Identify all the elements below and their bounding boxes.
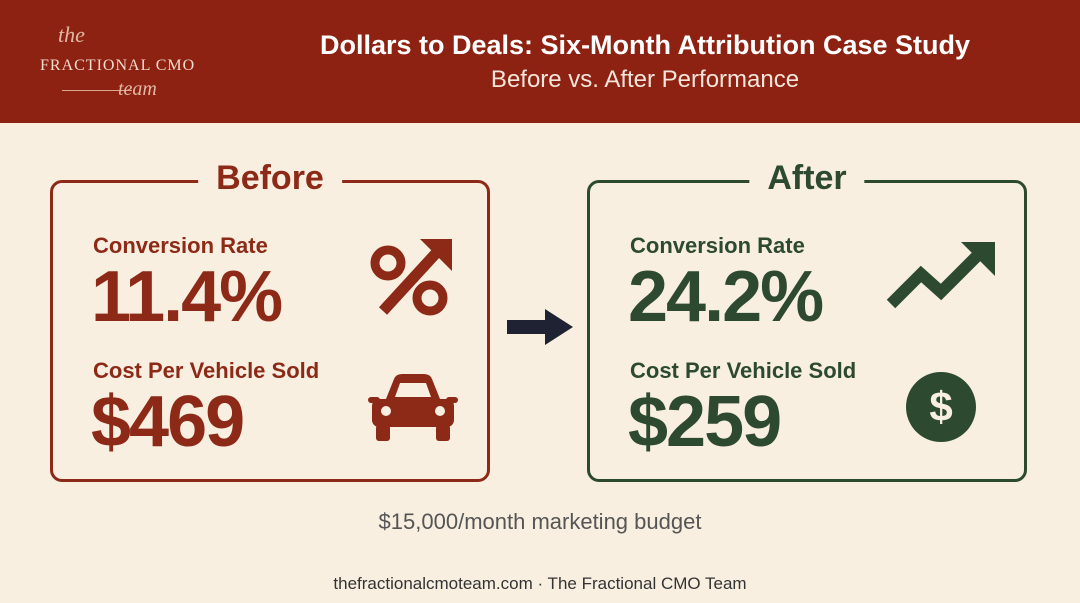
car-icon [368, 374, 458, 441]
percent-icon [370, 239, 452, 316]
metric-value: $469 [91, 382, 245, 462]
before-panel: Before Conversion Rate 11.4% Cost Per Ve… [50, 159, 490, 482]
metric-label: Conversion Rate [630, 233, 805, 258]
footer: thefractionalcmoteam.com · The Fractiona… [333, 574, 747, 593]
dollar-icon: $ [906, 372, 976, 442]
svg-text:$: $ [929, 383, 952, 430]
logo-bottom: team [118, 78, 157, 100]
budget-note: $15,000/month marketing budget [378, 509, 702, 534]
metric-value: 11.4% [91, 257, 283, 337]
panel-heading: Before [198, 159, 342, 198]
header: the FRACTIONAL CMO team Dollars to Deals… [0, 0, 1080, 123]
trend-icon [886, 242, 995, 309]
title: Dollars to Deals: Six-Month Attribution … [319, 30, 971, 60]
arrow [507, 309, 573, 345]
metric-label: Conversion Rate [93, 233, 268, 258]
metric-value: $259 [628, 382, 782, 462]
metric-label: Cost Per Vehicle Sold [93, 358, 320, 383]
logo-middle: FRACTIONAL CMO [40, 57, 196, 74]
after-panel: After Conversion Rate 24.2% Cost Per Veh… [587, 159, 1027, 482]
logo-rule [62, 90, 132, 91]
metric-label: Cost Per Vehicle Sold [630, 358, 857, 383]
panel-heading: After [749, 159, 865, 198]
subtitle: Before vs. After Performance [490, 66, 800, 93]
metric-value: 24.2% [628, 257, 824, 337]
logo-top: the [58, 22, 85, 47]
